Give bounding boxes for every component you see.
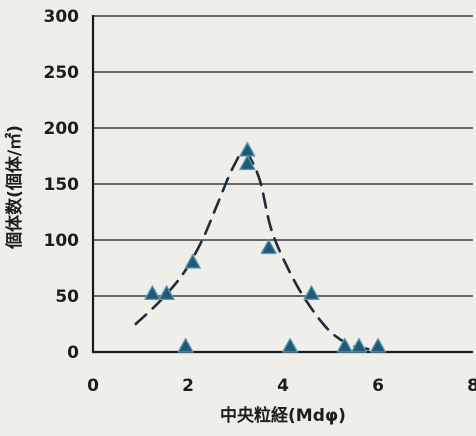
- x-tick-label-2: 2: [182, 376, 194, 396]
- y-tick-label-200: 200: [44, 119, 80, 139]
- y-tick-label-100: 100: [44, 231, 80, 251]
- data-point-8: [281, 337, 299, 353]
- y-tick-labels: 0 50 100 150 200 250 300: [44, 7, 80, 363]
- y-tick-label-0: 0: [67, 343, 79, 363]
- data-point-1: [144, 285, 161, 301]
- trend-curve-layer: [134, 151, 380, 352]
- x-tick-label-4: 4: [277, 376, 289, 396]
- y-tick-label-150: 150: [44, 175, 80, 195]
- data-point-7: [260, 239, 277, 255]
- data-point-10: [336, 337, 353, 353]
- trend-curve: [134, 151, 380, 352]
- data-point-12: [369, 337, 387, 353]
- x-tick-label-6: 6: [372, 376, 384, 396]
- data-point-2: [158, 285, 175, 301]
- data-point-6: [239, 155, 256, 171]
- data-markers: [144, 141, 387, 353]
- data-point-11: [350, 337, 368, 353]
- data-point-9: [303, 285, 320, 301]
- x-axis-label: 中央粒経(Mdφ): [220, 405, 346, 426]
- data-point-4: [184, 253, 201, 269]
- y-tick-label-50: 50: [55, 287, 79, 307]
- x-tick-labels: 0 2 4 6 8: [87, 376, 476, 396]
- y-axis-label: 個体数(個体/㎡): [4, 125, 25, 250]
- x-tick-label-0: 0: [87, 376, 99, 396]
- y-tick-label-300: 300: [44, 7, 80, 27]
- data-point-3: [177, 337, 194, 353]
- x-tick-label-8: 8: [467, 376, 476, 396]
- y-tick-label-250: 250: [44, 63, 80, 83]
